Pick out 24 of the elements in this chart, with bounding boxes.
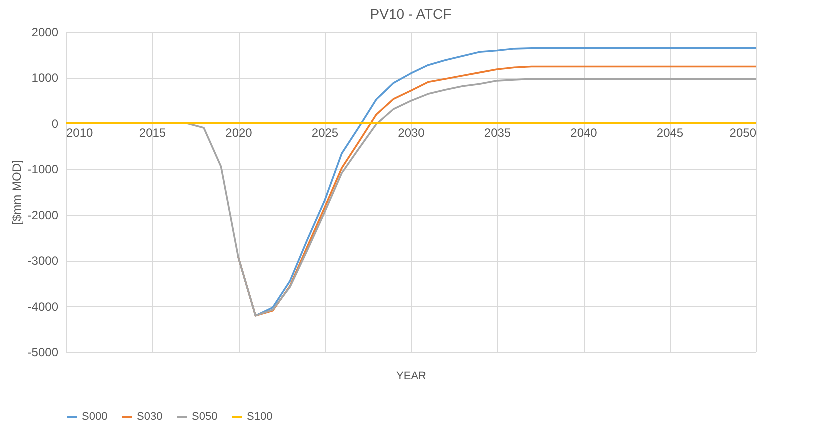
y-tick-label: -4000 xyxy=(28,300,59,314)
x-tick-label: 2050 xyxy=(730,126,757,140)
legend-label: S030 xyxy=(137,411,163,423)
x-axis-title: YEAR xyxy=(396,370,427,382)
legend-label: S000 xyxy=(82,411,108,423)
x-tick-label: 2020 xyxy=(226,126,253,140)
y-tick-label: -5000 xyxy=(28,346,59,360)
x-tick-label: 2030 xyxy=(398,126,426,140)
x-tick-label: 2045 xyxy=(656,126,684,140)
y-tick-label: 0 xyxy=(52,116,59,131)
y-tick-label: -1000 xyxy=(28,162,59,177)
x-tick-label: 2035 xyxy=(484,126,512,140)
y-tick-label: 2000 xyxy=(32,26,59,40)
chart-title: PV10 - ATCF xyxy=(370,6,452,22)
x-tick-label: 2015 xyxy=(139,126,166,140)
y-tick-label: 1000 xyxy=(32,71,59,86)
legend-label: S100 xyxy=(247,411,273,423)
y-tick-label: -3000 xyxy=(28,254,59,268)
y-tick-label: -2000 xyxy=(28,208,59,222)
x-tick-label: 2025 xyxy=(312,126,339,140)
y-axis-title: [$mm MOD] xyxy=(10,160,24,225)
legend-label: S050 xyxy=(192,411,218,423)
x-tick-label: 2010 xyxy=(66,126,94,140)
x-tick-label: 2040 xyxy=(570,126,598,140)
